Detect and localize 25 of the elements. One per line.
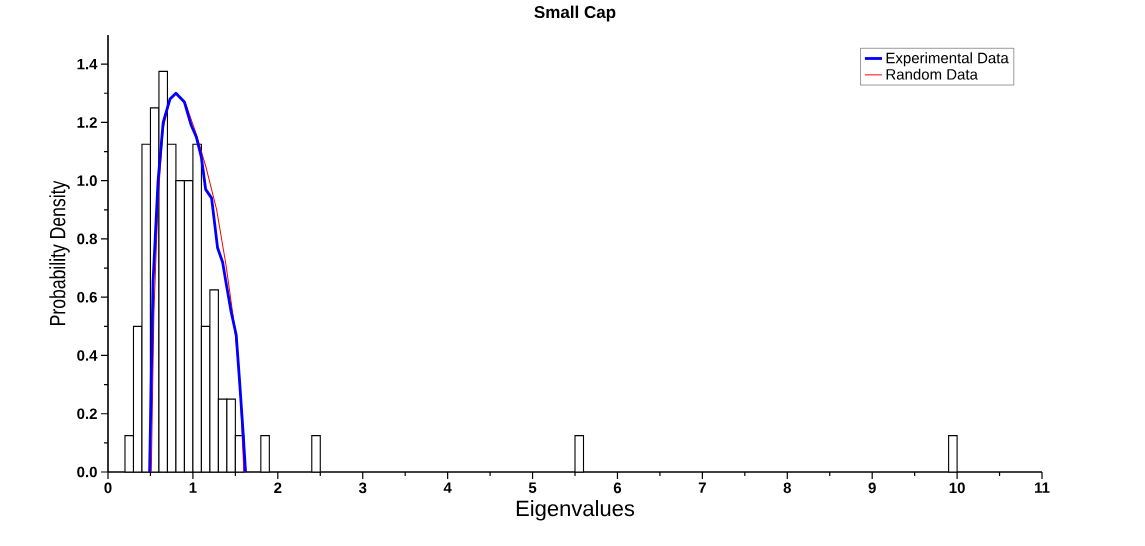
y-axis-title: Probability Density — [49, 180, 70, 325]
y-tick-label: 0.4 — [77, 350, 98, 361]
x-tick-label: 7 — [698, 482, 706, 493]
x-axis-title: Eigenvalues — [516, 500, 635, 521]
x-tick-label: 11 — [1035, 482, 1050, 493]
y-tick-label: 0.0 — [77, 466, 97, 478]
x-tick-label: 8 — [783, 482, 791, 494]
chart-title: Small Cap — [534, 5, 616, 22]
x-tick-label: 9 — [868, 482, 876, 494]
y-tick-label: 1.2 — [77, 117, 97, 128]
y-tick-label: 1.0 — [77, 175, 97, 186]
x-tick-label: 10 — [949, 482, 965, 494]
x-tick-label: 4 — [443, 482, 452, 493]
x-tick-label: 3 — [358, 482, 367, 494]
legend-label: Random Data — [886, 68, 978, 80]
x-tick-label: 6 — [613, 482, 622, 494]
y-tick-label: 0.2 — [77, 408, 97, 420]
y-tick-label: 0.6 — [77, 291, 97, 303]
x-tick-label: 0 — [104, 482, 112, 494]
legend-label: Experimental Data — [886, 52, 1009, 67]
x-tick-label: 5 — [528, 482, 537, 493]
x-tick-label: 2 — [274, 482, 282, 494]
y-tick-label: 0.8 — [77, 233, 97, 245]
x-tick-label: 1 — [189, 482, 197, 493]
y-tick-label: 1.4 — [77, 58, 98, 70]
